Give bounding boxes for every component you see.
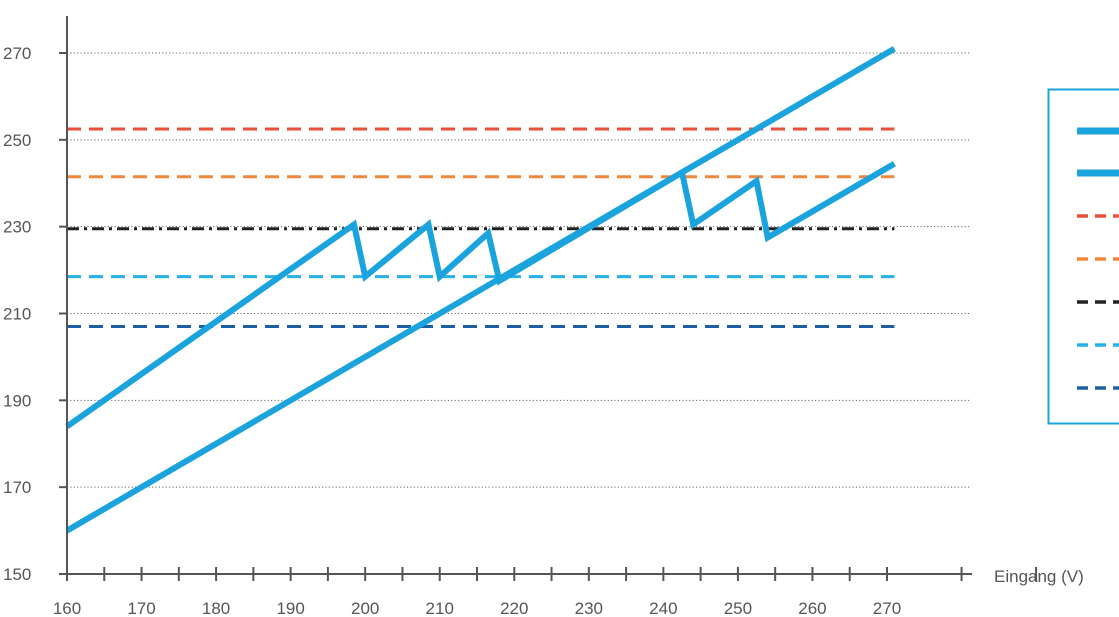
x-tick-label: 270 xyxy=(873,599,901,617)
x-tick-label: 220 xyxy=(500,599,528,617)
x-tick-label: 190 xyxy=(276,599,304,617)
tick-layer: 150 170 190 210 230 250 270 160 170 180 190 200 210 2… xyxy=(3,44,1038,617)
x-tick-label: 240 xyxy=(649,599,677,617)
x-tick-label: 210 xyxy=(426,599,454,617)
series-line xyxy=(65,161,896,429)
y-tick-label: 150 xyxy=(3,565,31,584)
x-tick-label: 200 xyxy=(351,599,379,617)
x-tick-label: 160 xyxy=(53,599,81,617)
y-tick-label: 230 xyxy=(3,218,31,237)
axis-layer xyxy=(66,16,972,578)
y-tick-label: 170 xyxy=(3,478,31,497)
series-line xyxy=(65,46,896,534)
y-tick-label: 210 xyxy=(3,304,31,323)
y-tick-label: 270 xyxy=(3,44,31,63)
x-tick-label: 250 xyxy=(724,599,752,617)
legend xyxy=(1047,88,1119,425)
series-layer xyxy=(65,46,896,534)
x-tick-label: 260 xyxy=(798,599,826,617)
x-tick-label: 180 xyxy=(202,599,230,617)
x-tick-label: 170 xyxy=(127,599,155,617)
y-tick-label: 190 xyxy=(3,391,31,410)
grid-layer xyxy=(67,52,970,488)
x-tick-label: 230 xyxy=(575,599,603,617)
legend-box xyxy=(1047,88,1119,425)
y-tick-label: 250 xyxy=(3,131,31,150)
x-axis-label: Eingang (V) xyxy=(994,567,1084,586)
